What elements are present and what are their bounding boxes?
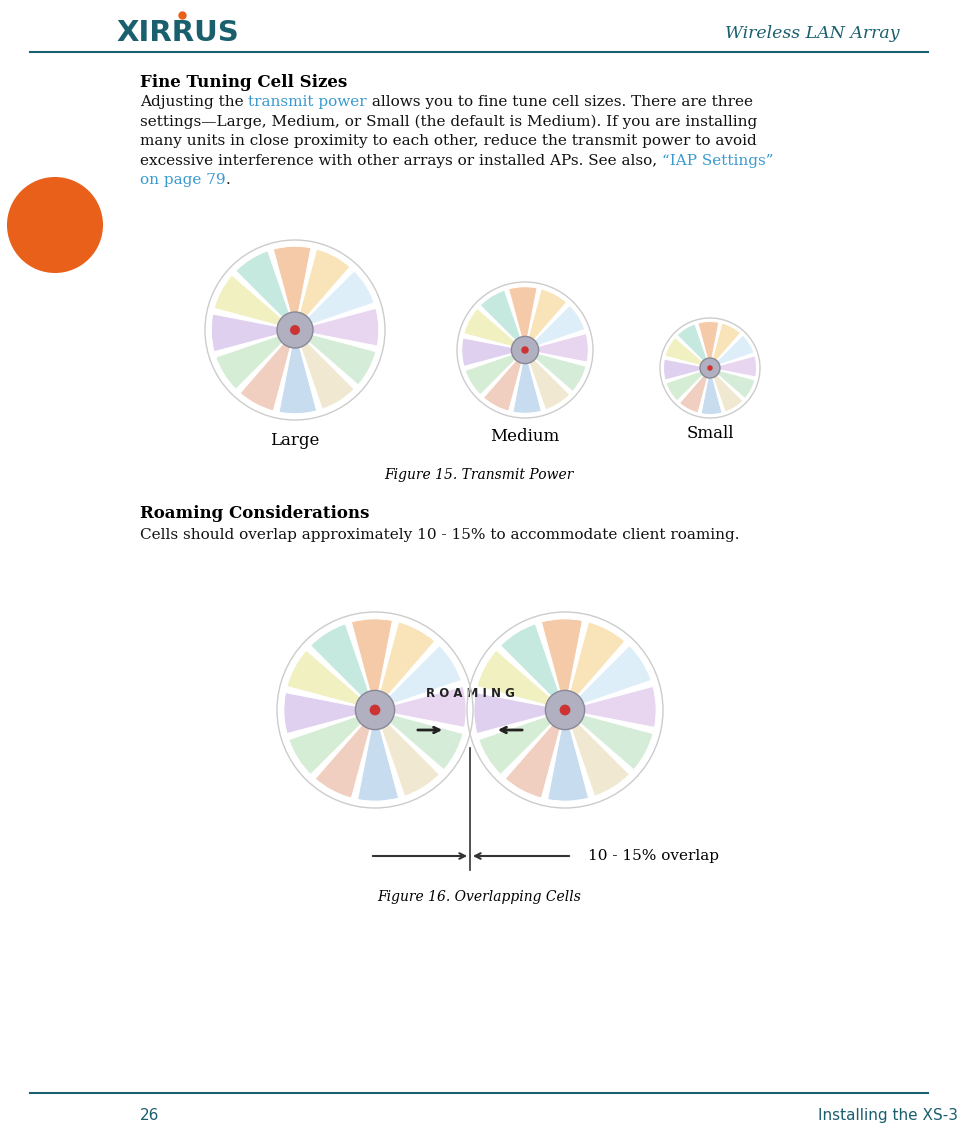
Wedge shape (352, 619, 393, 710)
Wedge shape (474, 693, 565, 734)
Wedge shape (216, 330, 295, 389)
Wedge shape (477, 650, 565, 710)
Wedge shape (710, 356, 757, 377)
Wedge shape (273, 246, 311, 330)
Circle shape (559, 704, 570, 716)
Circle shape (355, 691, 395, 729)
Text: Installing the XS-3900: Installing the XS-3900 (818, 1108, 958, 1123)
Wedge shape (698, 322, 718, 368)
Text: excessive interference with other arrays or installed APs. See also,: excessive interference with other arrays… (140, 154, 662, 167)
Text: R O A M I N G: R O A M I N G (425, 686, 514, 700)
Wedge shape (513, 351, 541, 413)
Wedge shape (240, 330, 295, 411)
Text: “IAP Settings”: “IAP Settings” (662, 154, 773, 167)
Circle shape (512, 337, 538, 364)
Text: on page 79: on page 79 (140, 173, 226, 187)
Wedge shape (710, 323, 741, 368)
Text: Medium: Medium (490, 428, 559, 445)
Wedge shape (565, 645, 651, 710)
Wedge shape (701, 368, 722, 414)
Wedge shape (212, 314, 295, 352)
Text: 10 - 15% overlap: 10 - 15% overlap (588, 849, 719, 863)
Circle shape (521, 346, 529, 354)
Text: Large: Large (270, 432, 320, 450)
Wedge shape (565, 710, 653, 769)
Text: Cells should overlap approximately 10 - 15% to accommodate client roaming.: Cells should overlap approximately 10 - … (140, 528, 740, 542)
Wedge shape (479, 710, 565, 775)
Text: .: . (226, 173, 230, 187)
Text: 26: 26 (140, 1108, 159, 1123)
Wedge shape (464, 308, 525, 351)
Circle shape (290, 325, 300, 335)
Wedge shape (710, 335, 754, 368)
Wedge shape (541, 619, 582, 710)
Wedge shape (462, 338, 525, 366)
Text: transmit power: transmit power (248, 94, 367, 109)
Wedge shape (375, 710, 440, 797)
Wedge shape (677, 324, 710, 368)
Wedge shape (480, 290, 525, 351)
Wedge shape (284, 693, 375, 734)
Wedge shape (525, 305, 584, 351)
Wedge shape (375, 622, 435, 710)
Wedge shape (287, 650, 375, 710)
Wedge shape (500, 624, 565, 710)
Circle shape (707, 365, 713, 371)
Wedge shape (279, 330, 317, 414)
Wedge shape (315, 710, 375, 798)
Wedge shape (295, 330, 376, 385)
Wedge shape (375, 710, 463, 769)
Circle shape (700, 358, 720, 378)
Wedge shape (565, 710, 629, 797)
Wedge shape (375, 686, 467, 727)
Wedge shape (665, 338, 710, 368)
Wedge shape (565, 686, 656, 727)
Text: Roaming Considerations: Roaming Considerations (140, 505, 370, 522)
Text: settings—Large, Medium, or Small (the default is Medium). If you are installing: settings—Large, Medium, or Small (the de… (140, 115, 757, 129)
Wedge shape (236, 250, 295, 330)
Wedge shape (666, 368, 710, 401)
Wedge shape (295, 271, 375, 330)
Text: Adjusting the: Adjusting the (140, 94, 248, 109)
Wedge shape (295, 308, 378, 346)
Wedge shape (295, 330, 354, 410)
Text: allows you to fine tune cell sizes. There are three: allows you to fine tune cell sizes. Ther… (367, 94, 753, 109)
Text: Fine Tuning Cell Sizes: Fine Tuning Cell Sizes (140, 74, 347, 91)
Wedge shape (288, 710, 375, 775)
Wedge shape (710, 368, 742, 412)
Wedge shape (525, 351, 570, 410)
Wedge shape (548, 710, 588, 801)
Text: Figure 15. Transmit Power: Figure 15. Transmit Power (384, 468, 574, 483)
Wedge shape (565, 622, 625, 710)
Wedge shape (509, 287, 537, 351)
Wedge shape (664, 360, 710, 380)
Circle shape (7, 178, 103, 273)
Wedge shape (679, 368, 710, 413)
Text: Figure 16. Overlapping Cells: Figure 16. Overlapping Cells (377, 890, 581, 904)
Wedge shape (215, 275, 295, 330)
Text: XIRRUS: XIRRUS (117, 19, 240, 47)
Wedge shape (310, 624, 375, 710)
Wedge shape (505, 710, 565, 798)
Circle shape (370, 704, 380, 716)
Circle shape (277, 312, 313, 348)
Wedge shape (525, 351, 586, 391)
Text: many units in close proximity to each other, reduce the transmit power to avoid: many units in close proximity to each ot… (140, 134, 757, 148)
Circle shape (545, 691, 584, 729)
Wedge shape (466, 351, 525, 395)
Wedge shape (525, 289, 566, 351)
Wedge shape (525, 333, 588, 362)
Wedge shape (710, 368, 755, 398)
Wedge shape (484, 351, 525, 411)
Wedge shape (357, 710, 399, 801)
Text: Small: Small (686, 424, 734, 442)
Wedge shape (375, 645, 461, 710)
Wedge shape (295, 249, 350, 330)
Text: Wireless LAN Array: Wireless LAN Array (725, 25, 900, 41)
